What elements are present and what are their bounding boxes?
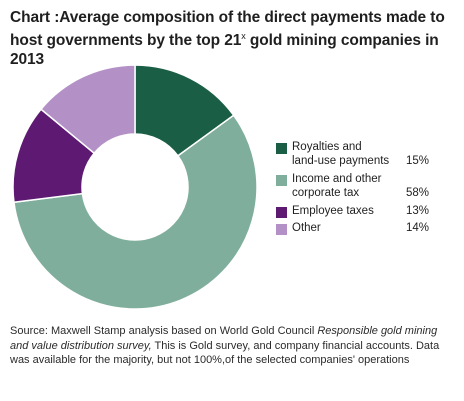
legend-label: Employee taxes	[292, 205, 374, 217]
legend-value: 14%	[405, 222, 429, 234]
source-note: Source: Maxwell Stamp analysis based on …	[10, 324, 450, 368]
chart-title-text: :Average composition of the direct payme…	[10, 9, 445, 49]
chart-title-suffix: gold mining companies in 2013	[10, 32, 439, 68]
legend-swatch	[276, 143, 287, 154]
legend-swatch	[276, 207, 287, 218]
legend-swatch	[276, 224, 287, 235]
legend-label: Royalties and land-use payments	[292, 141, 390, 167]
slice-other	[39, 64, 136, 155]
legend-label: Other	[292, 222, 321, 234]
legend-value: 13%	[405, 205, 429, 217]
legend-value: 58%	[405, 187, 429, 199]
legend-value: 15%	[405, 155, 429, 167]
source-text-italic: Responsible gold mining and value distri…	[10, 325, 438, 352]
legend-swatch	[276, 175, 287, 186]
legend-label: Income and other corporate tax	[292, 173, 382, 199]
chart-title-prefix: Chart	[10, 9, 50, 26]
slice-income-tax	[13, 114, 258, 310]
source-text-1: Source: Maxwell Stamp analysis based on …	[10, 325, 318, 337]
chart-title: Chart :Average composition of the direct…	[10, 8, 458, 69]
source-text-2: This is Gold survey, and company financi…	[10, 339, 440, 367]
chart-title-superscript: x	[241, 31, 246, 41]
